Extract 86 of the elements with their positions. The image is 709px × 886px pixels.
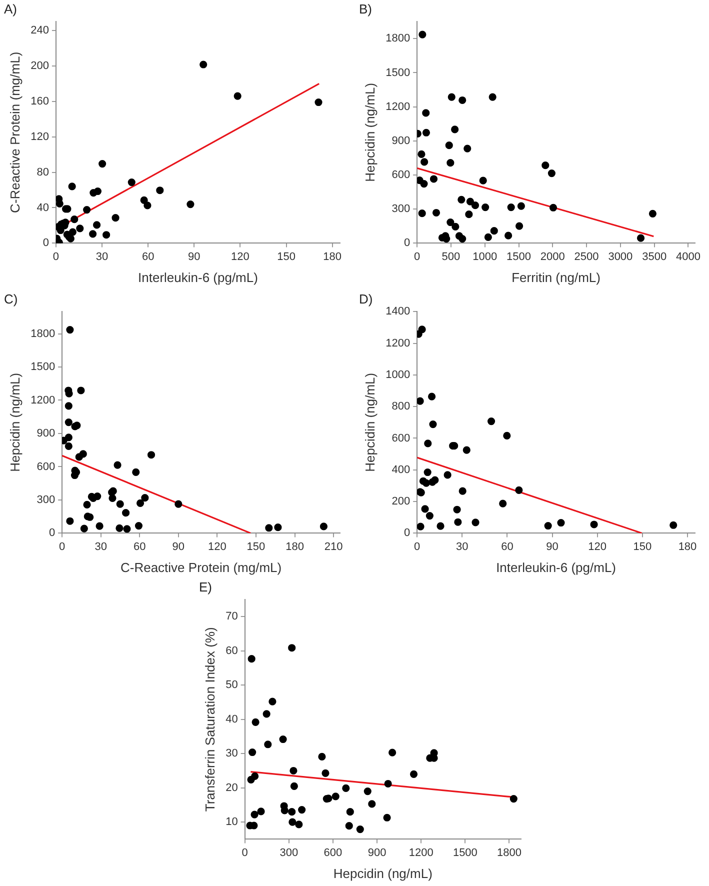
y-tick-label: 0 — [404, 237, 410, 250]
y-tick-label: 120 — [30, 130, 49, 143]
x-tick-label: 30 — [456, 540, 468, 553]
y-tick-label: 200 — [392, 496, 410, 508]
y-tick-label: 70 — [226, 610, 238, 623]
y-tick-label: 1200 — [386, 337, 410, 350]
x-tick-label: 30 — [96, 250, 108, 263]
x-tick-label: 120 — [588, 540, 607, 553]
x-axis-title: Hepcidin (ng/mL) — [333, 866, 432, 881]
x-tick-label: 1000 — [472, 250, 498, 263]
y-tick-label: 600 — [392, 169, 410, 182]
y-tick-label: 30 — [226, 748, 238, 760]
x-tick-label: 4000 — [676, 250, 700, 263]
y-tick-label: 40 — [36, 202, 49, 214]
y-tick-label: 1800 — [30, 328, 56, 340]
y-tick-label: 1200 — [386, 100, 410, 113]
x-tick-label: 180 — [323, 250, 342, 263]
y-tick-label: 40 — [226, 713, 238, 726]
x-tick-label: 60 — [142, 250, 154, 263]
chart-title: D) — [359, 291, 373, 306]
y-tick-label: 0 — [48, 527, 56, 540]
y-tick-label: 600 — [392, 432, 410, 444]
x-axis-title: C-Reactive Protein (mg/mL) — [120, 560, 282, 575]
y-tick-label: 1400 — [386, 306, 410, 318]
chart-title: B) — [359, 1, 372, 16]
y-axis-title: Hepcidin (ng/mL) — [7, 372, 22, 472]
x-tick-label: 0 — [414, 540, 420, 553]
y-tick-label: 240 — [30, 24, 49, 36]
x-tick-label: 90 — [188, 250, 200, 263]
y-tick-label: 1500 — [386, 66, 410, 79]
y-tick-label: 1500 — [30, 361, 56, 374]
x-axis-title: Interleukin-6 (pg/mL) — [496, 560, 616, 575]
x-tick-label: 90 — [172, 540, 185, 553]
y-tick-label: 50 — [226, 679, 238, 692]
x-axis-title: Interleukin-6 (pg/mL) — [138, 270, 258, 285]
x-tick-label: 150 — [633, 540, 652, 553]
x-tick-label: 60 — [501, 540, 514, 553]
y-tick-label: 20 — [226, 782, 238, 794]
x-tick-label: 500 — [442, 250, 460, 263]
y-tick-label: 900 — [392, 134, 410, 147]
y-axis-title: Hepcidin (ng/mL) — [362, 372, 378, 472]
y-axis-title: Hepcidin (ng/mL) — [362, 82, 378, 182]
y-tick-label: 80 — [36, 166, 49, 178]
x-tick-label: 60 — [134, 540, 146, 553]
y-tick-label: 800 — [392, 400, 410, 413]
y-tick-label: 400 — [392, 464, 410, 476]
y-tick-label: 600 — [36, 460, 56, 473]
x-tick-label: 2500 — [574, 250, 599, 263]
y-tick-label: 160 — [30, 95, 49, 108]
y-axis-title: Transferrin Saturation Index (%) — [202, 627, 218, 812]
y-tick-label: 1800 — [386, 32, 410, 45]
y-tick-label: 1000 — [386, 368, 410, 381]
y-tick-label: 200 — [30, 60, 49, 72]
x-tick-label: 1800 — [497, 846, 522, 859]
x-tick-label: 1500 — [506, 250, 531, 263]
chart-title: E) — [199, 579, 212, 594]
x-tick-label: 30 — [94, 540, 107, 553]
y-tick-label: 1200 — [30, 394, 56, 406]
x-tick-label: 210 — [324, 540, 343, 553]
y-axis-title: C-Reactive Protein (mg/mL) — [7, 52, 22, 213]
y-tick-label: 10 — [226, 816, 238, 828]
x-axis-title: Ferritin (ng/mL) — [512, 270, 600, 285]
x-tick-label: 150 — [277, 250, 296, 263]
x-tick-label: 180 — [286, 540, 304, 553]
x-tick-label: 150 — [246, 540, 266, 553]
y-tick-label: 300 — [392, 203, 410, 216]
x-tick-label: 900 — [368, 846, 386, 859]
x-tick-label: 120 — [208, 540, 226, 553]
chart-title: A) — [4, 1, 17, 16]
x-tick-label: 180 — [678, 540, 697, 553]
x-tick-label: 300 — [280, 846, 298, 859]
x-tick-label: 3500 — [642, 250, 667, 263]
x-tick-label: 2000 — [540, 250, 565, 263]
y-tick-label: 0 — [404, 527, 410, 540]
x-tick-label: 90 — [546, 540, 558, 553]
x-tick-label: 3000 — [608, 250, 633, 263]
x-tick-label: 0 — [414, 250, 420, 263]
y-tick-label: 60 — [226, 644, 238, 657]
y-tick-label: 900 — [36, 428, 56, 440]
x-tick-label: 1500 — [452, 846, 478, 859]
chart-title: C) — [4, 291, 18, 306]
y-tick-label: 0 — [42, 237, 49, 250]
x-tick-label: 0 — [242, 846, 248, 859]
y-tick-label: 300 — [36, 494, 56, 506]
x-tick-label: 0 — [59, 540, 66, 553]
x-tick-label: 600 — [324, 846, 342, 859]
